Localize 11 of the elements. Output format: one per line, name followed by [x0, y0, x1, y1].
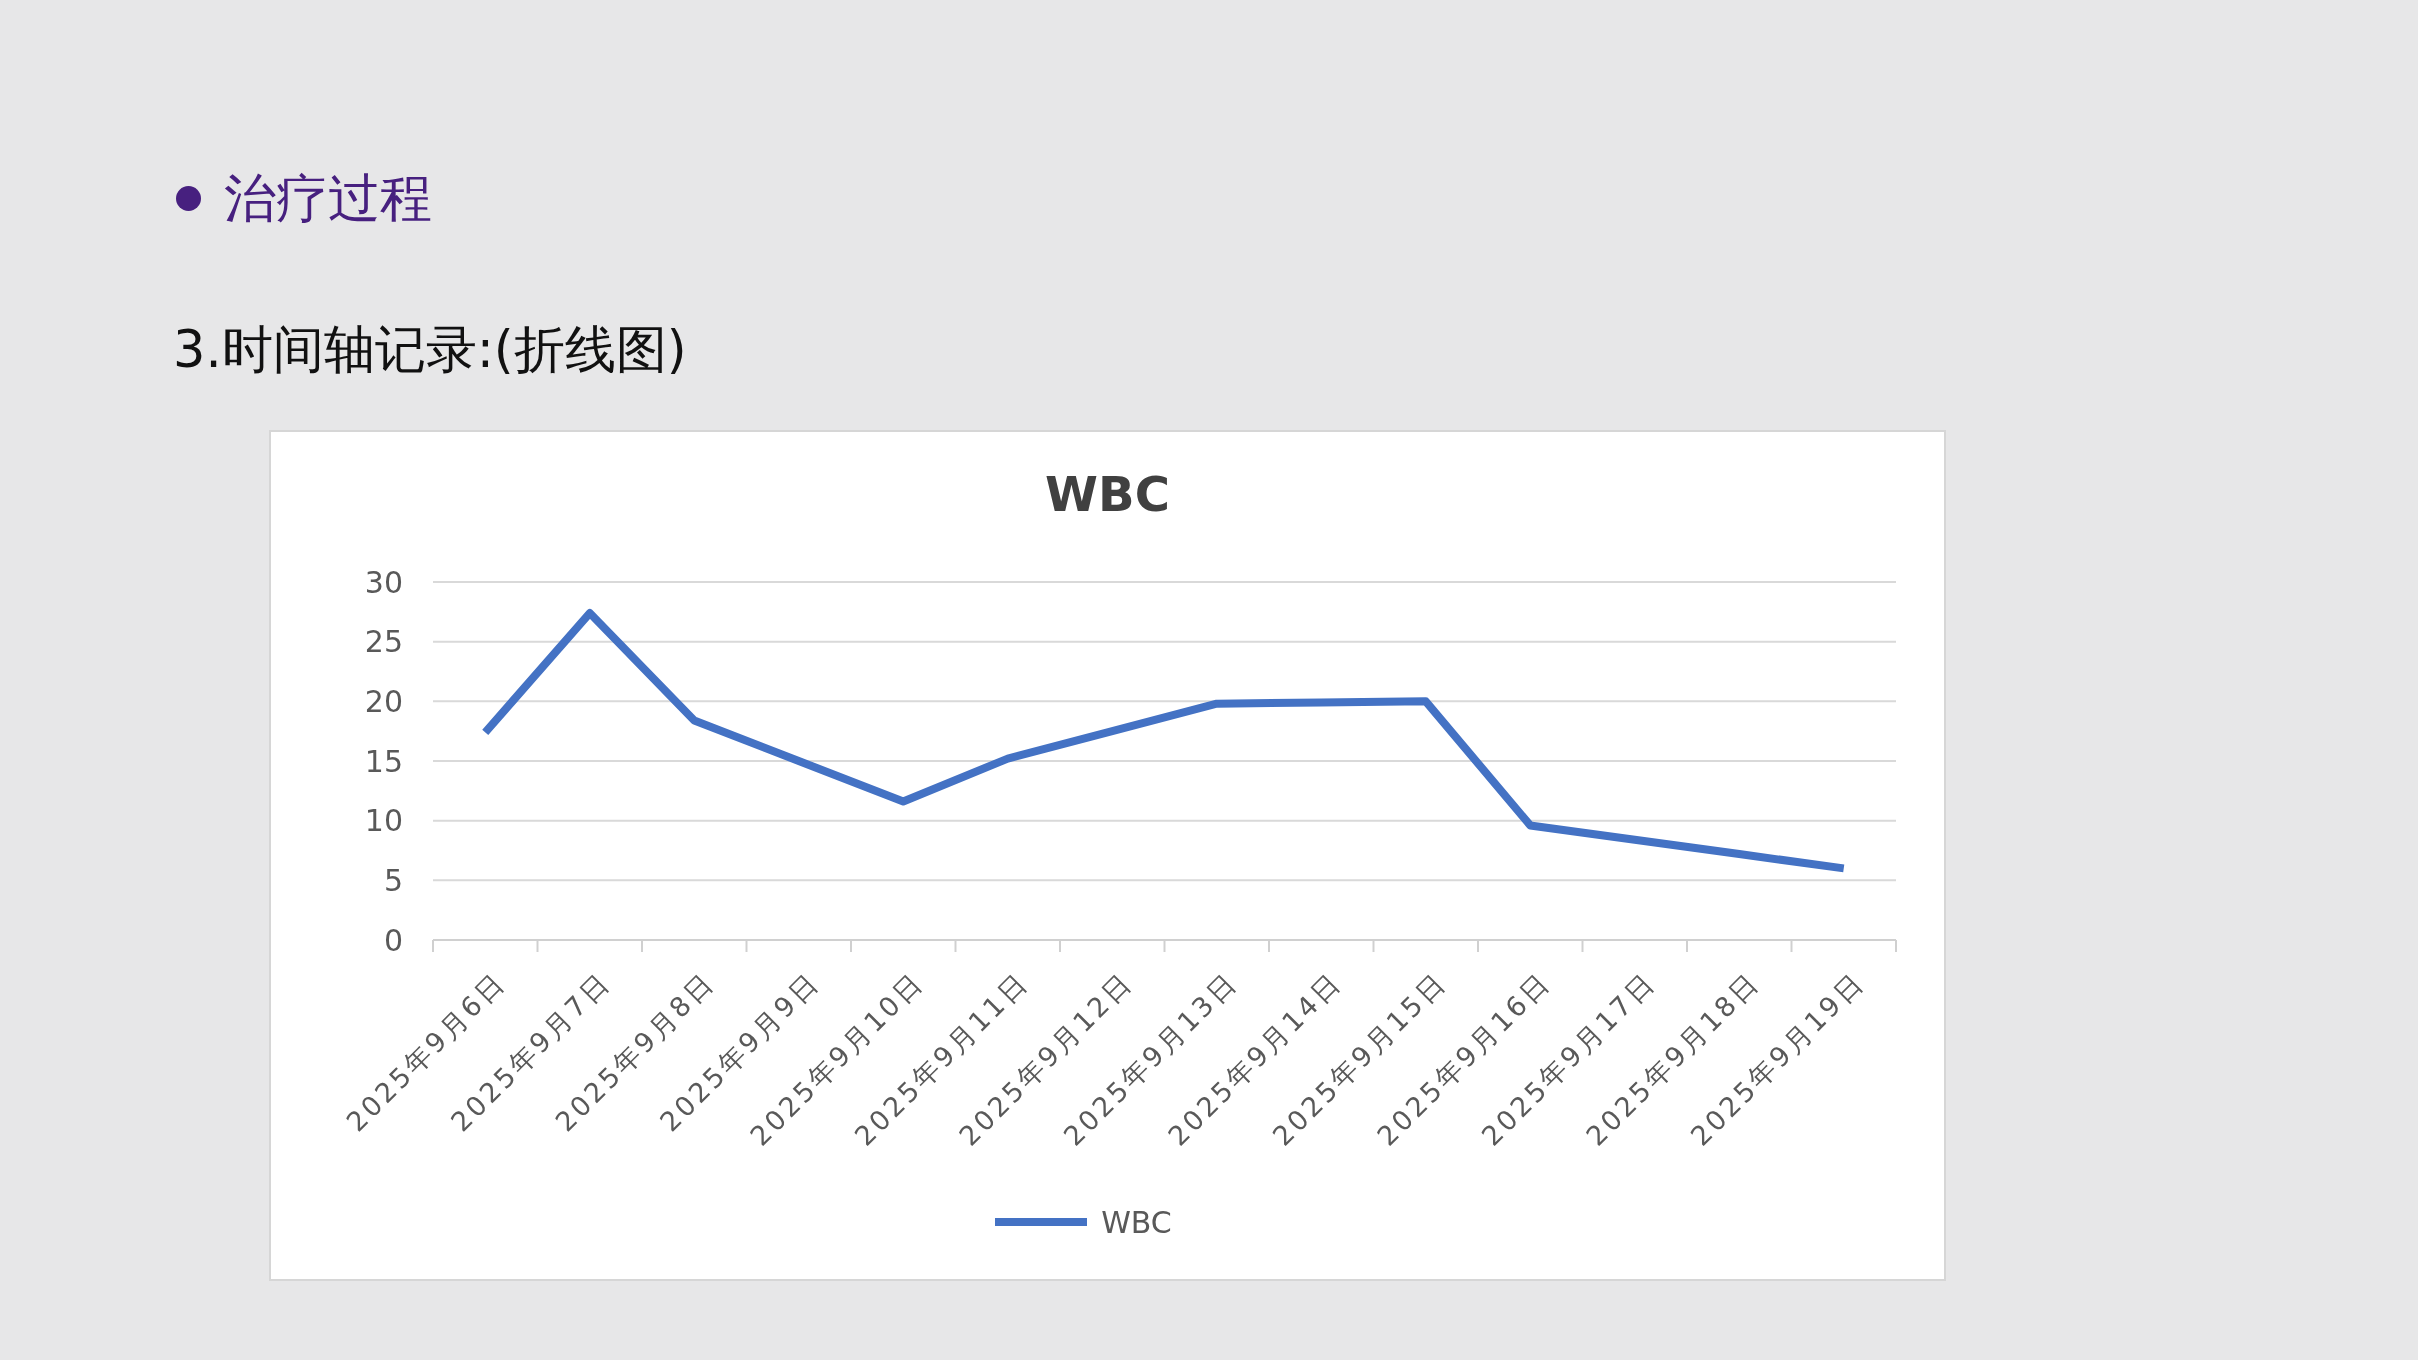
y-tick-label: 30 — [364, 564, 403, 600]
text: 治疗过程 — [224, 167, 432, 230]
text: 3.时间轴记录:(折线图) — [173, 319, 687, 381]
y-tick-label: 0 — [383, 922, 403, 958]
legend-label: WBC — [1101, 1204, 1172, 1240]
y-tick-label: 10 — [364, 803, 403, 839]
y-tick-label: 15 — [364, 743, 403, 779]
y-tick-label: 25 — [364, 624, 403, 660]
y-tick-label: 20 — [364, 683, 403, 719]
chart-title: WBC — [1044, 466, 1171, 524]
y-tick-label: 5 — [383, 862, 403, 898]
